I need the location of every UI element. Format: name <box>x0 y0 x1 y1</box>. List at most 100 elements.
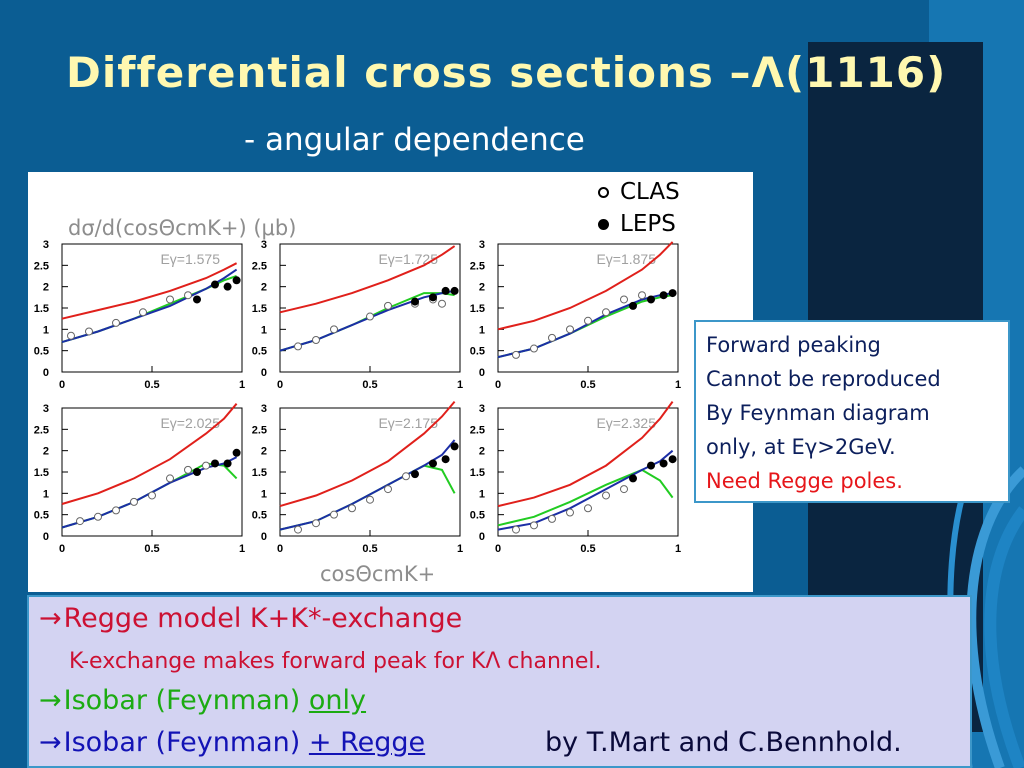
summary-line-kexchange: K-exchange makes forward peak for KΛ cha… <box>69 649 602 674</box>
clas-point <box>202 461 210 470</box>
leps-point <box>450 442 459 451</box>
clas-point <box>402 472 410 481</box>
summary-text: Isobar (Feynman) <box>63 685 309 716</box>
y-tick-label: 0 <box>479 531 485 543</box>
y-tick-label: 0.5 <box>470 346 485 358</box>
y-tick-label: 0.5 <box>34 346 49 358</box>
clas-point <box>294 525 302 534</box>
clas-point <box>548 333 556 342</box>
curve-red <box>497 241 674 331</box>
clas-point <box>566 508 574 517</box>
panel-energy-label: Eγ=1.575 <box>160 251 220 267</box>
clas-point <box>638 291 646 300</box>
curve-red <box>279 245 456 314</box>
y-tick-label: 1.5 <box>470 303 485 315</box>
summary-line-isobar-regge: →Isobar (Feynman) + Regge <box>39 727 425 758</box>
leps-point <box>659 459 668 468</box>
summary-underlined: + Regge <box>308 727 426 758</box>
leps-point <box>411 297 419 306</box>
arrow-right-icon: → <box>39 727 62 758</box>
y-tick-label: 0.5 <box>470 510 485 522</box>
y-tick-label: 2.5 <box>470 424 485 436</box>
y-tick-label: 0.5 <box>252 346 267 358</box>
chart-figure: 0 0.5 1 1.5 2 2.5 3 0 0.5 1 Eγ=1.575 0 0.5 1 1.5 2 2.5 3 0… <box>28 172 753 592</box>
y-tick-label: 2 <box>261 282 267 294</box>
y-tick-label: 1.5 <box>34 467 49 479</box>
leps-point <box>211 459 219 468</box>
clas-point <box>530 521 538 530</box>
summary-underlined: only <box>308 685 367 716</box>
clas-point <box>76 517 84 526</box>
clas-point <box>330 510 338 519</box>
note-line: By Feynman diagram <box>706 401 930 425</box>
arrow-right-icon: → <box>39 603 62 634</box>
clas-point <box>312 519 320 528</box>
panel-energy-label: Eγ=1.725 <box>378 251 438 267</box>
y-tick-label: 3 <box>479 403 485 415</box>
clas-point <box>184 465 192 474</box>
note-box: Forward peaking Cannot be reproduced By … <box>694 320 1010 503</box>
x-tick-label: 0.5 <box>144 543 159 555</box>
clas-point <box>166 474 174 483</box>
x-tick-label: 1 <box>675 379 681 391</box>
y-tick-label: 0 <box>43 531 49 543</box>
clas-point <box>530 344 538 353</box>
open-circle-icon <box>594 183 612 201</box>
curve-red <box>61 403 238 505</box>
x-tick-label: 0 <box>495 543 501 555</box>
leps-point <box>232 448 241 457</box>
note-line: Forward peaking <box>706 333 881 357</box>
y-tick-label: 0 <box>479 367 485 379</box>
y-tick-label: 1.5 <box>252 467 267 479</box>
y-tick-label: 2.5 <box>34 260 49 272</box>
x-axis-label: cosΘcmK+ <box>320 562 436 586</box>
legend-label: LEPS <box>620 211 676 237</box>
leps-point <box>211 280 219 289</box>
curve-red <box>279 400 456 508</box>
y-tick-label: 1 <box>261 488 267 500</box>
x-tick-label: 0.5 <box>362 543 377 555</box>
note-line: only, at Eγ>2GeV. <box>706 435 896 459</box>
arrow-right-icon: → <box>39 685 62 716</box>
clas-point <box>548 514 556 523</box>
clas-point <box>330 325 338 334</box>
leps-point <box>647 461 655 470</box>
y-axis-label: dσ/d(cosΘcmK+) (μb) <box>68 216 297 240</box>
summary-text: Isobar (Feynman) <box>63 727 309 758</box>
y-tick-label: 2 <box>43 446 49 458</box>
leps-point <box>647 295 655 304</box>
leps-point <box>629 474 637 483</box>
y-tick-label: 0 <box>261 367 267 379</box>
y-tick-label: 2.5 <box>252 260 267 272</box>
y-tick-label: 3 <box>479 239 485 251</box>
curve-blue <box>497 292 673 359</box>
y-tick-label: 1.5 <box>34 303 49 315</box>
y-tick-label: 0 <box>261 531 267 543</box>
x-tick-label: 0 <box>495 379 501 391</box>
y-tick-label: 3 <box>43 403 49 415</box>
summary-box: →Regge model K+K*-exchange K-exchange ma… <box>27 595 972 768</box>
clas-point <box>512 350 520 359</box>
panel-energy-label: Eγ=2.025 <box>160 415 220 431</box>
curve-green <box>497 468 674 527</box>
leps-point <box>668 455 677 464</box>
x-tick-label: 0 <box>277 543 283 555</box>
x-tick-label: 0.5 <box>144 379 159 391</box>
y-tick-label: 1 <box>479 488 485 500</box>
clas-point <box>366 312 374 321</box>
leps-point <box>668 289 677 298</box>
x-tick-label: 0 <box>59 543 65 555</box>
clas-point <box>384 301 392 310</box>
legend-item-leps: LEPS <box>594 208 680 240</box>
y-tick-label: 2.5 <box>34 424 49 436</box>
panel-energy-label: Eγ=1.875 <box>596 251 656 267</box>
clas-point <box>148 491 156 500</box>
leps-point <box>441 286 450 295</box>
y-tick-label: 1 <box>43 488 49 500</box>
leps-point <box>223 282 232 291</box>
curve-blue <box>279 289 455 352</box>
clas-point <box>130 497 138 506</box>
note-line-highlight: Need Regge poles. <box>706 469 903 493</box>
y-tick-label: 2 <box>479 446 485 458</box>
curve-red <box>61 262 238 320</box>
